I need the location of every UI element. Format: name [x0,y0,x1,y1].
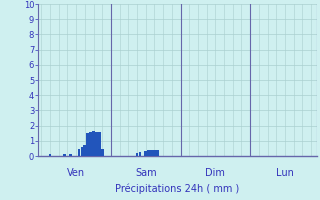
Bar [147,150,150,156]
Bar [150,150,153,156]
Bar [92,131,95,156]
Bar [95,132,98,156]
Bar [69,154,72,156]
Text: Dim: Dim [205,168,225,178]
Text: Sam: Sam [135,168,156,178]
Bar [144,151,147,156]
Bar [156,150,159,156]
Bar [89,132,92,156]
Bar [63,154,66,156]
Bar [81,147,83,156]
Bar [86,133,89,156]
Text: Précipitations 24h ( mm ): Précipitations 24h ( mm ) [116,183,240,194]
Text: Ven: Ven [67,168,85,178]
Bar [153,150,156,156]
Bar [98,132,100,156]
Bar [136,153,138,156]
Text: Lun: Lun [276,168,294,178]
Bar [84,145,86,156]
Bar [101,149,103,156]
Bar [49,154,51,156]
Bar [139,152,141,156]
Bar [78,149,80,156]
